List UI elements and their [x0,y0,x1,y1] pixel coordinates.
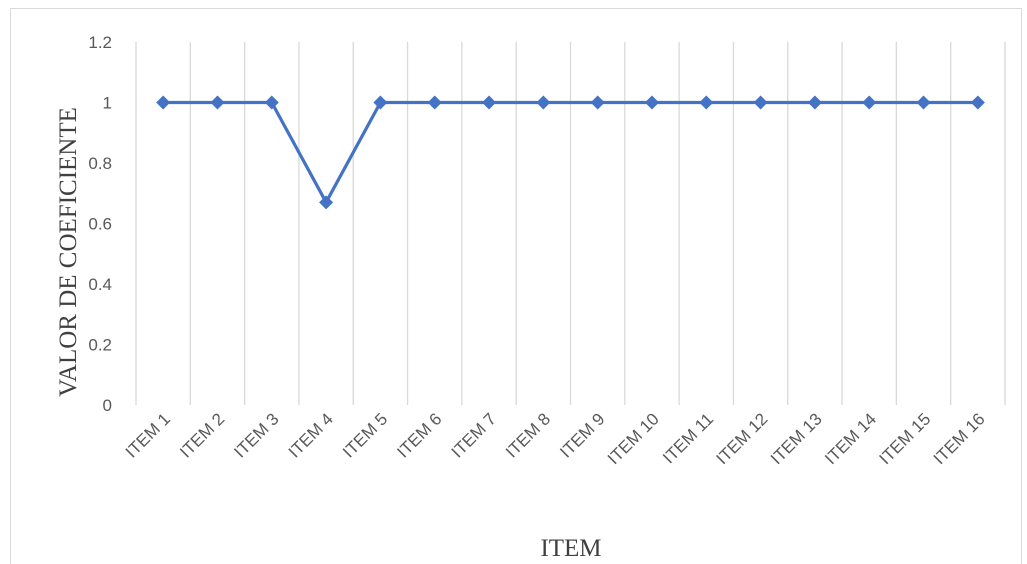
y-tick-label: 1.2 [88,33,112,52]
data-point-marker [210,95,225,110]
data-point-marker [916,95,931,110]
data-point-marker [807,95,822,110]
x-axis-ticks: ITEM 1 ITEM 2 ITEM 3 ITEM 4 ITEM 5 ITEM 6 ITEM… [122,409,989,468]
series-line [163,100,978,204]
data-point-marker [156,95,171,110]
x-tick-label: ITEM 11 [659,409,717,467]
x-tick-label: ITEM 4 [285,409,337,461]
x-tick-label: ITEM 8 [502,409,554,461]
x-tick-label: ITEM 10 [604,409,663,468]
frame-border-top [10,8,1022,9]
y-tick-label: 0.8 [88,154,112,173]
x-tick-label: ITEM 13 [767,409,826,468]
y-axis-ticks: 0 0.2 0.4 0.6 0.8 1 1.2 [88,33,112,415]
data-point-marker [644,95,659,110]
series-layer [156,95,985,210]
x-tick-label: ITEM 1 [122,409,174,461]
x-tick-label: ITEM 7 [448,409,500,461]
y-tick-label: 0.2 [88,336,112,355]
data-point-marker [427,95,442,110]
grid-layer [135,42,1006,405]
data-point-marker [862,95,877,110]
y-tick-label: 0 [103,396,112,415]
y-tick-label: 0.6 [88,215,112,234]
y-tick-label: 0.4 [88,275,112,294]
data-point-marker [753,95,768,110]
x-tick-label: ITEM 16 [930,409,989,468]
data-point-marker [699,95,714,110]
data-point-marker [590,95,605,110]
frame-border-left [10,8,11,564]
frame-border-right [1021,8,1022,564]
data-point-marker [482,95,497,110]
x-axis-title: ITEM [540,535,601,562]
data-point-marker [970,95,985,110]
data-point-marker [264,95,279,110]
x-tick-label: ITEM 12 [713,409,772,468]
y-axis-title: VALOR DE COEFICIENTE [55,107,82,397]
data-point-marker [373,95,388,110]
x-tick-label: ITEM 2 [176,409,228,461]
x-tick-label: ITEM 9 [556,409,608,461]
data-point-marker [536,95,551,110]
x-tick-label: ITEM 3 [230,409,282,461]
x-tick-label: ITEM 5 [339,409,391,461]
x-tick-label: ITEM 6 [393,409,445,461]
x-tick-label: ITEM 14 [821,409,880,468]
x-tick-label: ITEM 15 [875,409,934,468]
y-tick-label: 1 [103,94,112,113]
data-point-marker [319,195,334,210]
